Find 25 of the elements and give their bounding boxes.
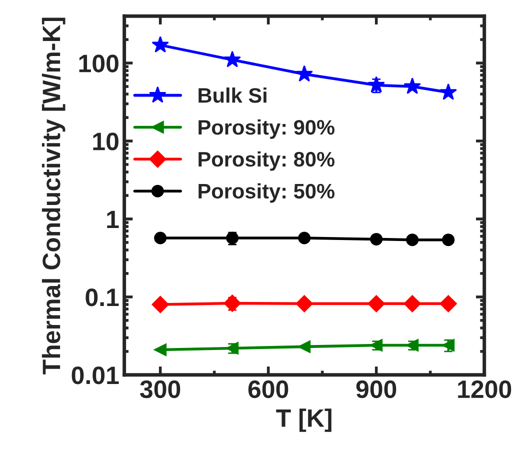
point bbox=[440, 83, 457, 100]
point bbox=[298, 340, 311, 353]
point bbox=[152, 296, 169, 314]
x-tick-label: 300 bbox=[140, 380, 180, 398]
point bbox=[296, 65, 313, 82]
legend-label: Bulk Si bbox=[198, 88, 266, 103]
y-tick-label: 100 bbox=[79, 54, 118, 72]
x-axis-title: T [K] bbox=[276, 408, 332, 432]
y-tick-label: 10 bbox=[93, 132, 118, 150]
legend-label: Porosity: 80% bbox=[198, 151, 334, 171]
y-tick-label: 0.1 bbox=[86, 288, 119, 306]
x-tick-label: 900 bbox=[356, 380, 396, 398]
x-tick-label: 1200 bbox=[458, 380, 512, 398]
legend-label: Porosity: 50% bbox=[198, 183, 334, 203]
y-axis-title: Thermal Conductivity [W/m-K] bbox=[42, 18, 66, 374]
y-tick-label: 1 bbox=[107, 210, 119, 228]
x-tick-label: 600 bbox=[248, 380, 288, 398]
point bbox=[404, 77, 421, 94]
point bbox=[224, 50, 241, 68]
point bbox=[154, 344, 167, 356]
point bbox=[152, 36, 169, 53]
point bbox=[154, 232, 167, 244]
point bbox=[296, 295, 313, 312]
legend-label: Porosity: 90% bbox=[198, 119, 334, 139]
y-tick-label: 0.01 bbox=[72, 366, 119, 384]
